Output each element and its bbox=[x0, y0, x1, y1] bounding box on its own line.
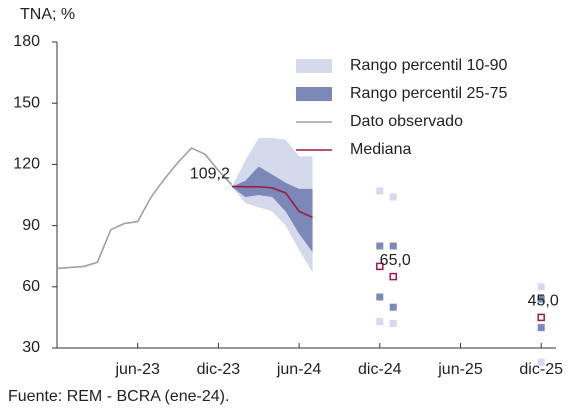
series-line bbox=[56, 147, 233, 270]
y-tick-label: 180 bbox=[13, 33, 40, 50]
x-tick-label: dic-25 bbox=[519, 361, 563, 378]
legend-swatch bbox=[296, 87, 332, 101]
band-marker bbox=[537, 324, 545, 332]
x-tick-label: dic-24 bbox=[358, 361, 402, 378]
band-marker bbox=[389, 303, 397, 311]
value-label: 65,0 bbox=[380, 252, 411, 269]
x-tick-label: jun-24 bbox=[276, 361, 322, 378]
band-marker bbox=[376, 242, 384, 250]
value-label: 45,0 bbox=[528, 293, 559, 310]
median-marker bbox=[537, 313, 545, 322]
x-tick-label: jun-25 bbox=[437, 361, 483, 378]
legend-label: Mediana bbox=[350, 141, 411, 158]
band-marker bbox=[537, 358, 545, 366]
legend-label: Rango percentil 10-90 bbox=[350, 57, 508, 74]
band-marker bbox=[376, 317, 384, 325]
chart-title: TNA; % bbox=[20, 6, 75, 23]
median-marker bbox=[376, 262, 384, 271]
x-tick-label: jun-23 bbox=[114, 361, 160, 378]
value-label: 109,2 bbox=[190, 166, 230, 183]
x-tick-label: dic-23 bbox=[197, 361, 241, 378]
median-marker bbox=[389, 272, 397, 281]
band-marker bbox=[389, 193, 397, 201]
band-marker bbox=[389, 242, 397, 250]
band-marker bbox=[376, 293, 384, 301]
y-tick-label: 60 bbox=[22, 278, 40, 295]
band-marker bbox=[376, 187, 384, 195]
band-marker bbox=[537, 295, 545, 303]
source-note: Fuente: REM - BCRA (ene-24). bbox=[8, 388, 229, 405]
series-line bbox=[231, 185, 313, 219]
legend-label: Rango percentil 25-75 bbox=[350, 85, 508, 102]
y-tick-label: 150 bbox=[13, 94, 40, 111]
band-area bbox=[231, 137, 313, 273]
band-marker bbox=[389, 320, 397, 328]
y-tick-label: 30 bbox=[22, 339, 40, 356]
legend-swatch bbox=[296, 59, 332, 73]
y-tick-label: 90 bbox=[22, 217, 40, 234]
legend-label: Dato observado bbox=[350, 113, 463, 130]
band-area bbox=[231, 166, 313, 253]
y-tick-label: 120 bbox=[13, 156, 40, 173]
band-marker bbox=[537, 283, 545, 291]
